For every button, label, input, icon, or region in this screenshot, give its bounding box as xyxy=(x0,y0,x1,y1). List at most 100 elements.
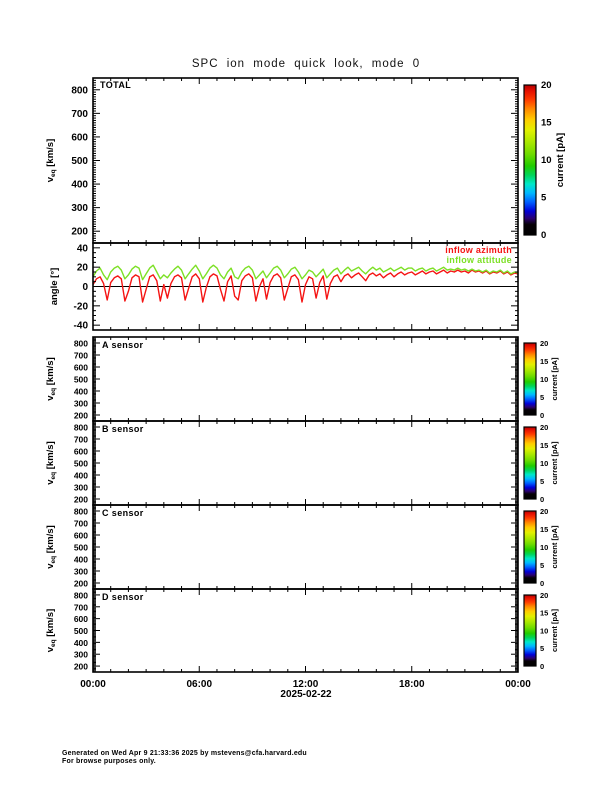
colorbar-label-total: current [pA] xyxy=(555,133,566,187)
ytick-label-angle: -20 xyxy=(74,301,89,312)
ytick-label-total: 600 xyxy=(71,132,88,143)
panel-frame-a xyxy=(92,336,519,422)
panel-frame-d xyxy=(92,588,519,673)
footer-generated-line: Generated on Wed Apr 9 21:33:36 2025 by … xyxy=(62,750,307,757)
colorbar-bar-total xyxy=(523,84,537,236)
ytick-label-a: 700 xyxy=(74,351,88,361)
panel-frame-b xyxy=(92,420,519,506)
colorbar-tick-total: 10 xyxy=(541,155,552,166)
colorbar-total: 0 5 10 15 20 current [pA] xyxy=(523,80,566,241)
colorbar-tick-d: 10 xyxy=(540,626,548,635)
xtick-label: 00:00 xyxy=(505,679,531,690)
ytick-label-total: 700 xyxy=(71,109,88,120)
colorbar-bar-a xyxy=(523,342,537,416)
ytick-label-b: 200 xyxy=(74,495,88,505)
trace-inflow-azimuth xyxy=(92,269,519,303)
ytick-label-b: 400 xyxy=(74,471,88,481)
ylabel-a: veq [km/s] xyxy=(45,357,57,401)
panel-angle: -40 -20 0 20 40 angle [°] xyxy=(49,242,519,332)
ytick-label-total: 200 xyxy=(71,227,88,238)
ytick-label-total: 500 xyxy=(71,156,88,167)
colorbar-tick-d: 0 xyxy=(540,662,544,671)
colorbar-bar-c xyxy=(523,510,537,584)
panel-frame-angle xyxy=(92,242,519,331)
colorbar-tick-a: 15 xyxy=(540,357,548,366)
ytick-label-d: 300 xyxy=(74,650,88,660)
ytick-label-angle: 0 xyxy=(82,282,88,293)
colorbar-tick-b: 10 xyxy=(540,459,548,468)
panel-total: 200 300 400 500 600 700 800 veq [km/s] xyxy=(45,77,519,244)
ytick-label-d: 800 xyxy=(74,590,88,600)
ytick-label-c: 700 xyxy=(74,519,88,529)
ytick-label-c: 200 xyxy=(74,579,88,589)
colorbar-tick-b: 0 xyxy=(540,495,544,504)
xtick-label: 12:00 xyxy=(293,679,319,690)
ytick-label-c: 800 xyxy=(74,507,88,517)
ytick-label-b: 300 xyxy=(74,483,88,493)
colorbar-tick-c: 20 xyxy=(540,507,548,516)
xtick-label: 00:00 xyxy=(80,679,106,690)
colorbar-tick-a: 0 xyxy=(540,411,544,420)
x-axis-date-label: 2025-02-22 xyxy=(280,689,332,700)
ytick-label-total: 300 xyxy=(71,203,88,214)
colorbar-label-c: current [pA] xyxy=(550,525,559,568)
ytick-label-b: 800 xyxy=(74,423,88,433)
colorbar-tick-b: 20 xyxy=(540,423,548,432)
legend-inflow-azimuth: inflow azimuth xyxy=(445,245,512,255)
ytick-label-d: 400 xyxy=(74,638,88,648)
panel-label-d-sensor: D sensor xyxy=(102,592,144,602)
colorbar-tick-total: 5 xyxy=(541,192,547,203)
colorbar-tick-b: 15 xyxy=(540,441,548,450)
colorbar-tick-c: 15 xyxy=(540,525,548,534)
colorbar-tick-c: 5 xyxy=(540,561,544,570)
plot-title: SPC ion mode quick look, mode 0 xyxy=(191,58,421,70)
ytick-label-b: 600 xyxy=(74,447,88,457)
ylabel-total: veq [km/s] xyxy=(45,139,57,183)
colorbar-tick-total: 20 xyxy=(541,80,552,91)
colorbar-tick-a: 20 xyxy=(540,339,548,348)
panel-label-b-sensor: B sensor xyxy=(102,424,144,434)
ytick-label-angle: 40 xyxy=(77,243,89,254)
colorbar-tick-c: 0 xyxy=(540,579,544,588)
ytick-label-a: 600 xyxy=(74,363,88,373)
colorbar-label-d: current [pA] xyxy=(550,609,559,652)
colorbar-label-b: current [pA] xyxy=(550,441,559,484)
colorbar-tick-c: 10 xyxy=(540,543,548,552)
ytick-label-a: 400 xyxy=(74,387,88,397)
ytick-label-c: 400 xyxy=(74,555,88,565)
colorbar-tick-a: 10 xyxy=(540,375,548,384)
colorbar-tick-d: 20 xyxy=(540,591,548,600)
ytick-label-angle: -40 xyxy=(74,321,89,332)
ytick-label-a: 300 xyxy=(74,399,88,409)
ylabel-angle: angle [°] xyxy=(49,268,60,306)
angle-legend: inflow azimuth inflow attitude xyxy=(445,245,512,265)
colorbar-label-a: current [pA] xyxy=(550,357,559,400)
panel-label-total: TOTAL xyxy=(100,80,132,90)
colorbar-bar-b xyxy=(523,426,537,500)
ytick-label-d: 600 xyxy=(74,614,88,624)
ylabel-c: veq [km/s] xyxy=(45,525,57,569)
colorbar-tick-b: 5 xyxy=(540,477,544,486)
xtick-label: 18:00 xyxy=(399,679,425,690)
footer: Generated on Wed Apr 9 21:33:36 2025 by … xyxy=(62,750,307,767)
colorbar-tick-total: 0 xyxy=(541,230,546,241)
panel-frame-total xyxy=(92,77,519,244)
ytick-label-c: 300 xyxy=(74,567,88,577)
panel-d: 200 300 400 500 600 700 800 veq [km/s] xyxy=(45,588,519,673)
colorbar-tick-d: 15 xyxy=(540,609,548,618)
ytick-label-d: 700 xyxy=(74,602,88,612)
ytick-label-a: 200 xyxy=(74,411,88,421)
panel-frame-c xyxy=(92,504,519,590)
ytick-label-d: 500 xyxy=(74,626,88,636)
xtick-label: 06:00 xyxy=(186,679,212,690)
ytick-label-c: 500 xyxy=(74,543,88,553)
legend-inflow-attitude: inflow attitude xyxy=(446,254,512,265)
ytick-label-b: 700 xyxy=(74,435,88,445)
ylabel-d: veq [km/s] xyxy=(45,609,57,653)
ytick-label-b: 500 xyxy=(74,459,88,469)
